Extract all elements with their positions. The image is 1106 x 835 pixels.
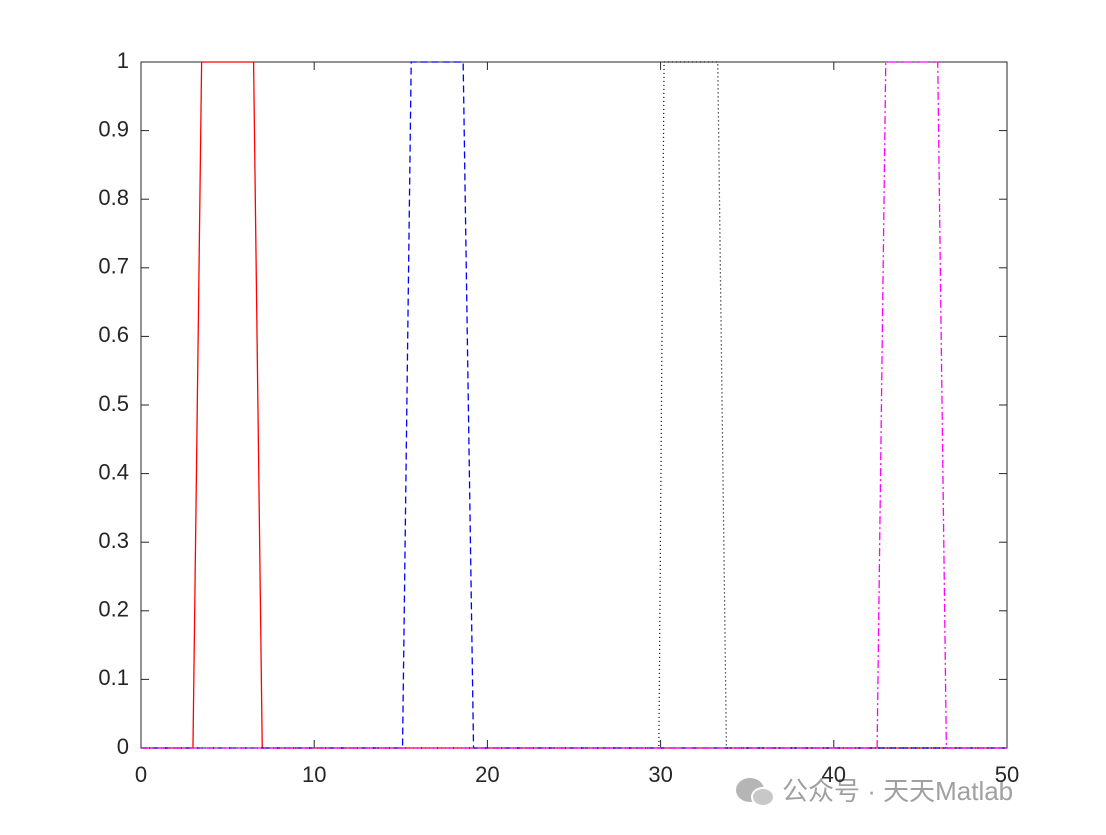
y-tick-label: 0.7 — [98, 254, 129, 279]
y-tick-label: 0.4 — [98, 459, 129, 484]
y-tick-label: 0.5 — [98, 391, 129, 416]
y-tick-label: 0.6 — [98, 322, 129, 347]
y-tick-label: 1 — [117, 48, 129, 73]
series-line — [141, 61, 1007, 749]
x-tick-label: 20 — [475, 762, 499, 787]
y-tick-label: 0.3 — [98, 528, 129, 553]
watermark: 公众号 · 天天Matlab — [782, 776, 1013, 806]
x-tick-label: 40 — [822, 762, 846, 787]
y-tick-label: 0.1 — [98, 665, 129, 690]
x-tick-label: 30 — [648, 762, 672, 787]
watermark-icon — [736, 778, 775, 807]
y-tick-label: 0.2 — [98, 597, 129, 622]
x-tick-label: 0 — [135, 762, 147, 787]
y-tick-label: 0.8 — [98, 185, 129, 210]
plot-area — [140, 61, 1008, 749]
x-tick-label: 10 — [302, 762, 326, 787]
x-tick-label: 50 — [995, 762, 1019, 787]
y-tick-label: 0.9 — [98, 116, 129, 141]
y-tick-label: 0 — [117, 734, 129, 759]
